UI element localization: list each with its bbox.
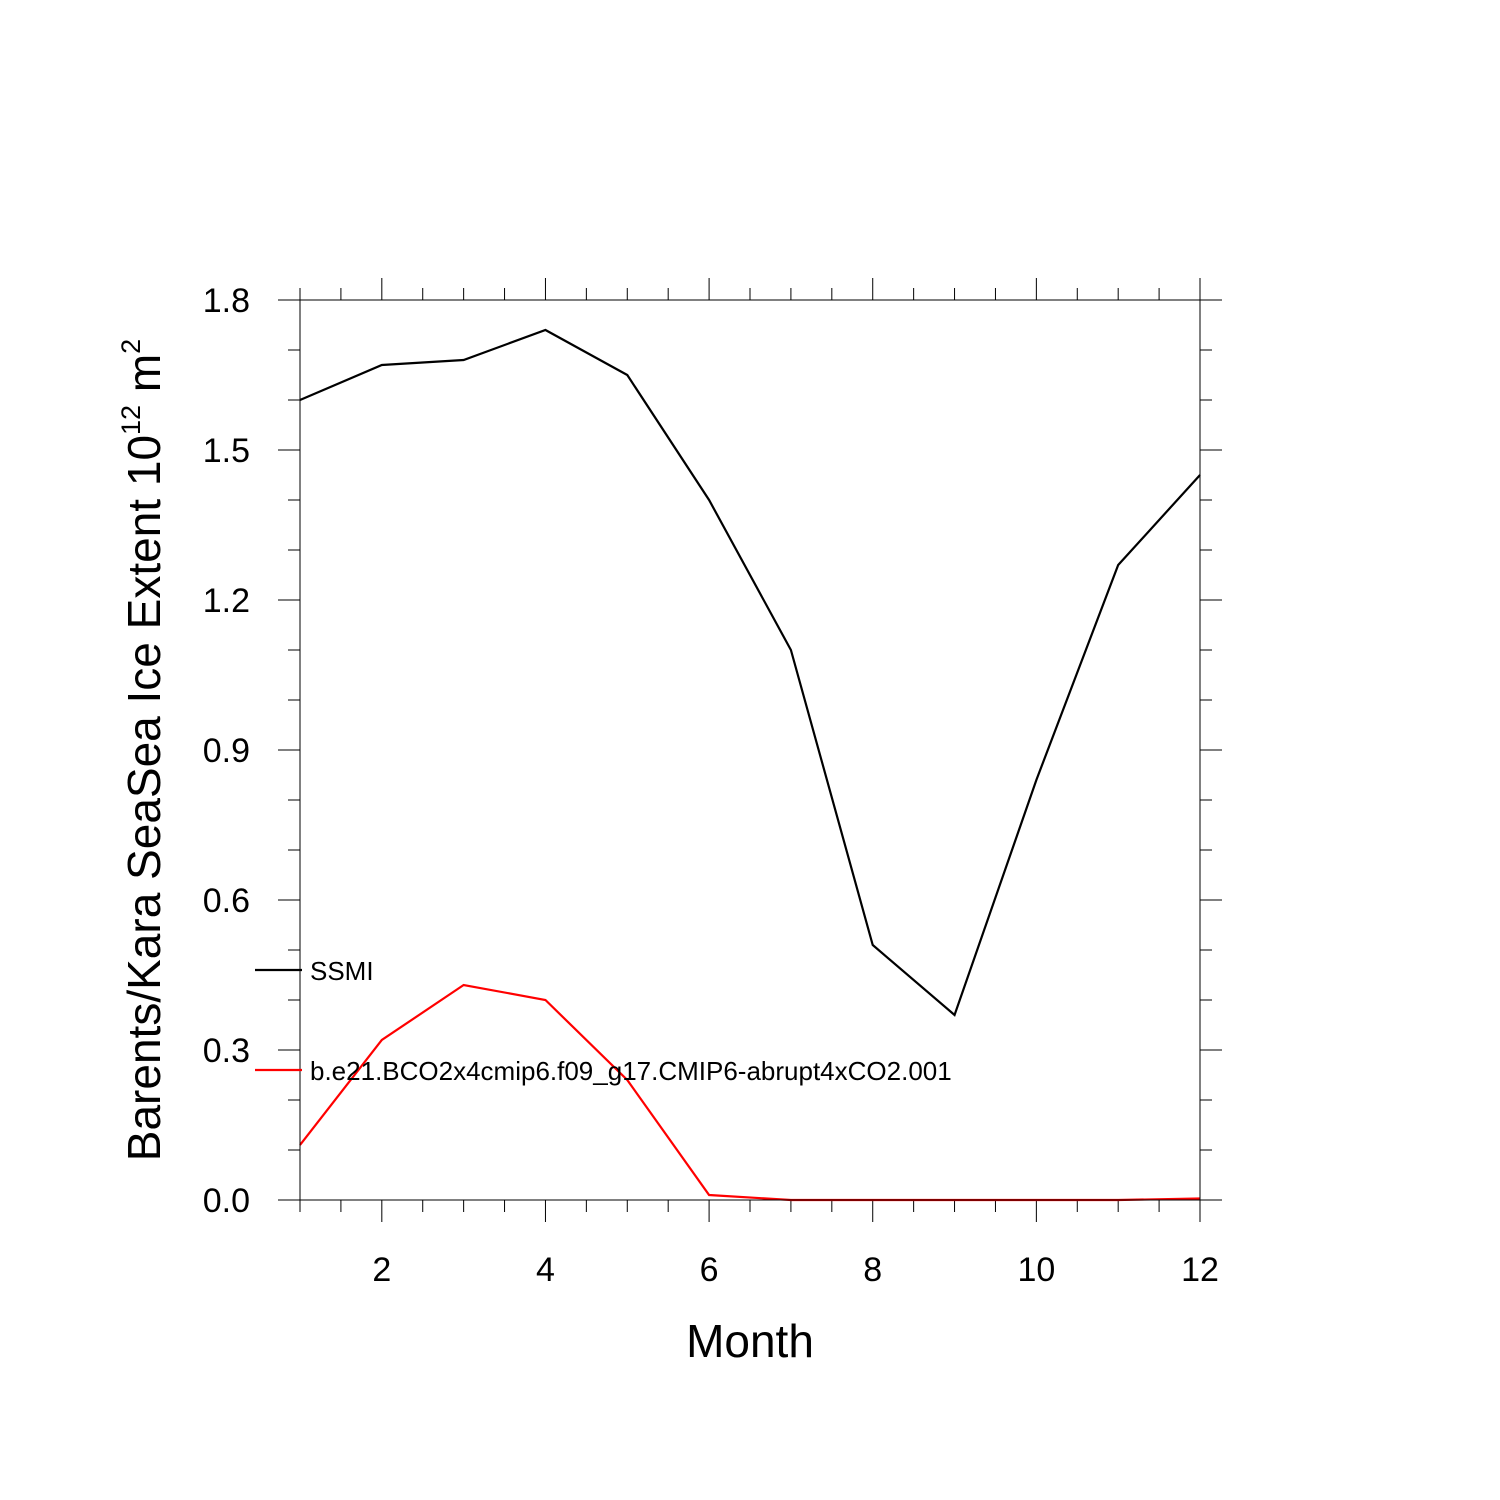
x-axis-title: Month xyxy=(686,1315,814,1367)
minor-ticks xyxy=(288,288,1212,1212)
y-axis-title-main: Barents/Kara SeaSea Ice Extent 10 xyxy=(118,435,170,1161)
y-axis-title: Barents/Kara SeaSea Ice Extent 1012 m2 xyxy=(116,339,170,1161)
y-tick-label: 1.2 xyxy=(203,582,250,620)
x-tick-label: 12 xyxy=(1181,1251,1219,1289)
y-tick-label: 1.5 xyxy=(203,432,250,470)
y-tick-labels: 0.0 0.3 0.6 0.9 1.2 1.5 1.8 xyxy=(203,282,250,1220)
series-line-2 xyxy=(299,983,1201,1202)
y-tick-label: 0.3 xyxy=(203,1032,250,1070)
y-axis-title-unit: m xyxy=(118,354,170,405)
x-tick-label: 2 xyxy=(372,1251,391,1289)
y-tick-label: 0.9 xyxy=(203,732,250,770)
y-axis-title-unit-exp: 2 xyxy=(116,339,146,354)
x-tick-labels: 2 4 6 8 10 12 xyxy=(372,1251,1219,1289)
x-tick-label: 4 xyxy=(536,1251,555,1289)
y-tick-label: 0.0 xyxy=(203,1182,250,1220)
legend-label-2: b.e21.BCO2x4cmip6.f09_g17.CMIP6-abrupt4x… xyxy=(310,1056,952,1086)
series-line-1 xyxy=(299,328,1201,1017)
major-ticks xyxy=(278,278,1222,1222)
plot-frame xyxy=(299,299,1201,1201)
legend-label-1: SSMI xyxy=(310,956,374,986)
y-tick-label: 0.6 xyxy=(203,882,250,920)
x-tick-label: 8 xyxy=(863,1251,882,1289)
y-axis-title-exp: 12 xyxy=(116,405,146,435)
legend: SSMI b.e21.BCO2x4cmip6.f09_g17.CMIP6-abru… xyxy=(255,956,952,1086)
x-tick-label: 6 xyxy=(700,1251,719,1289)
y-tick-label: 1.8 xyxy=(203,282,250,320)
x-tick-label: 10 xyxy=(1017,1251,1055,1289)
